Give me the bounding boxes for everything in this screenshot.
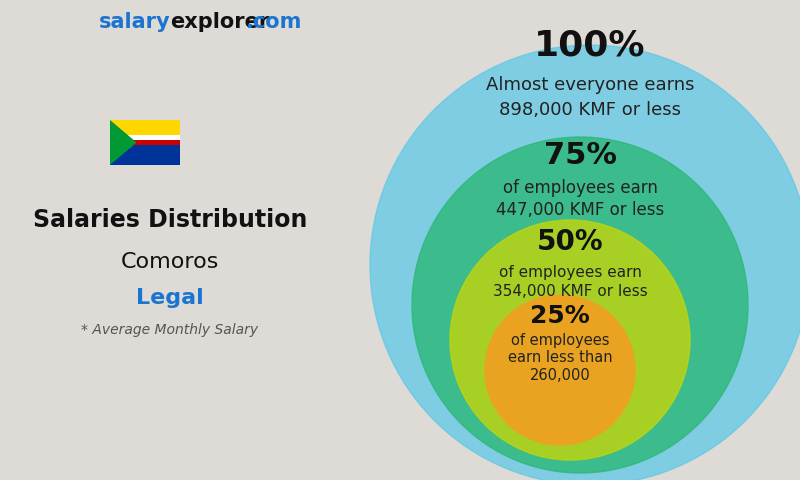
Text: 447,000 KMF or less: 447,000 KMF or less: [496, 201, 664, 219]
Text: Comoros: Comoros: [121, 252, 219, 272]
Text: Legal: Legal: [136, 288, 204, 308]
Text: Almost everyone earns: Almost everyone earns: [486, 76, 694, 94]
FancyBboxPatch shape: [110, 120, 180, 165]
Text: .com: .com: [246, 12, 302, 32]
Text: 100%: 100%: [534, 28, 646, 62]
Circle shape: [485, 295, 635, 445]
Text: of employees earn: of employees earn: [502, 179, 658, 197]
Text: earn less than: earn less than: [508, 350, 612, 365]
Bar: [110, 140, 180, 145]
Text: 898,000 KMF or less: 898,000 KMF or less: [499, 101, 681, 119]
Text: 260,000: 260,000: [530, 369, 590, 384]
Text: salary: salary: [98, 12, 170, 32]
Polygon shape: [110, 120, 137, 165]
Text: 25%: 25%: [530, 304, 590, 328]
Text: of employees earn: of employees earn: [498, 264, 642, 279]
Text: 75%: 75%: [543, 141, 617, 169]
Bar: [110, 145, 180, 165]
Text: 354,000 KMF or less: 354,000 KMF or less: [493, 285, 647, 300]
Text: explorer: explorer: [170, 12, 270, 32]
Bar: [110, 135, 180, 140]
Circle shape: [412, 137, 748, 473]
Text: * Average Monthly Salary: * Average Monthly Salary: [82, 323, 258, 337]
Text: Salaries Distribution: Salaries Distribution: [33, 208, 307, 232]
Circle shape: [370, 45, 800, 480]
Circle shape: [450, 220, 690, 460]
Text: of employees: of employees: [510, 333, 610, 348]
Text: 50%: 50%: [537, 228, 603, 256]
